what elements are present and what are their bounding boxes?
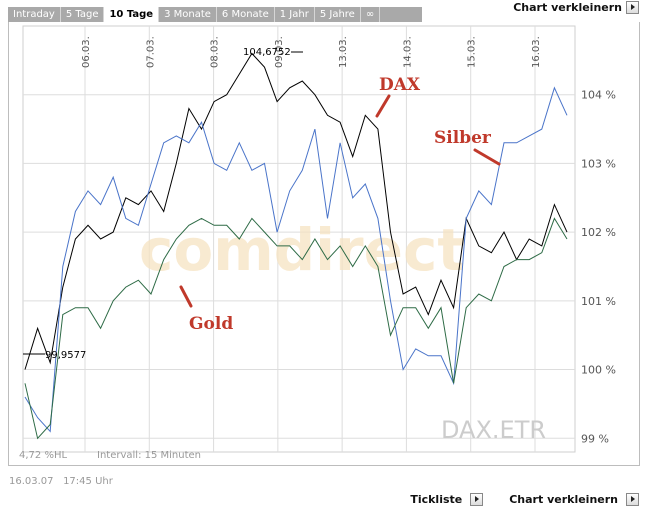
tab-1[interactable]: 5 Tage — [61, 7, 105, 22]
x-tick-label: 08.03. — [210, 36, 221, 68]
tab-2[interactable]: 10 Tage — [104, 7, 160, 22]
chart-shrink-link-bottom[interactable]: Chart verkleinern — [509, 493, 639, 506]
chart-shrink-label: Chart verkleinern — [513, 1, 622, 14]
annotation-silber: Silber — [434, 128, 492, 148]
timeframe-tabbar: Intraday 5 Tage 10 Tage 3 Monate 6 Monate 1 J… — [8, 7, 422, 22]
chart-shrink-link-top[interactable]: Chart verkleinern — [513, 1, 639, 14]
y-tick-label: 100 % — [581, 364, 616, 377]
annotation-dax: DAX — [379, 75, 421, 95]
x-tick-label: 13.03. — [338, 36, 349, 68]
annotation-pointer-silber — [473, 148, 501, 166]
annotation-pointer-dax — [375, 94, 391, 118]
tickliste-label: Tickliste — [410, 493, 463, 506]
annotation-gold: Gold — [189, 314, 233, 334]
symbol-label: DAX.ETR — [441, 416, 546, 444]
tab-0[interactable]: Intraday — [8, 7, 61, 22]
y-tick-label: 102 % — [581, 226, 616, 239]
chart-shrink-label: Chart verkleinern — [509, 493, 618, 506]
range-info: 4,72 %HL — [19, 450, 67, 461]
tab-3[interactable]: 3 Monate — [159, 7, 217, 22]
x-tick-label: 06.03. — [81, 36, 92, 68]
tab-7[interactable]: ∞ — [361, 7, 381, 22]
y-tick-label: 101 % — [581, 295, 616, 308]
chart-frame: 99 % 100 % 101 % 102 % 103 % 104 % 06.03. 07.03… — [8, 22, 640, 466]
x-tick-label: 09.03. — [274, 36, 285, 68]
arrow-right-icon — [470, 493, 484, 506]
tickliste-link[interactable]: Tickliste — [410, 493, 484, 506]
series-line-dax — [24, 52, 568, 370]
min-value-label: 99,9577 — [45, 350, 86, 361]
x-tick-label: 07.03. — [145, 36, 156, 68]
y-tick-label: 103 % — [581, 157, 616, 170]
tab-4[interactable]: 6 Monate — [217, 7, 275, 22]
tab-5[interactable]: 1 Jahr — [275, 7, 315, 22]
interval-info: Intervall: 15 Minuten — [97, 450, 201, 461]
annotation-pointer-gold — [179, 285, 193, 308]
plot-border — [22, 25, 576, 453]
arrow-right-icon — [626, 1, 639, 14]
timestamp: 16.03.07 17:45 Uhr — [9, 476, 113, 487]
arrow-right-icon — [626, 493, 639, 506]
price-chart: 99 % 100 % 101 % 102 % 103 % 104 % 06.03. 07.03… — [19, 25, 616, 461]
max-value-label: 104,6752 — [243, 47, 291, 58]
y-tick-label: 104 % — [581, 89, 616, 102]
x-tick-label: 15.03. — [467, 36, 478, 68]
watermark-logo: comdirect — [139, 216, 465, 284]
x-tick-label: 16.03. — [531, 36, 542, 68]
series-line-gold — [24, 217, 568, 440]
y-tick-label: 99 % — [581, 432, 609, 445]
x-tick-label: 14.03. — [402, 36, 413, 68]
tab-6[interactable]: 5 Jahre — [315, 7, 361, 22]
series-line-silber — [24, 86, 568, 433]
